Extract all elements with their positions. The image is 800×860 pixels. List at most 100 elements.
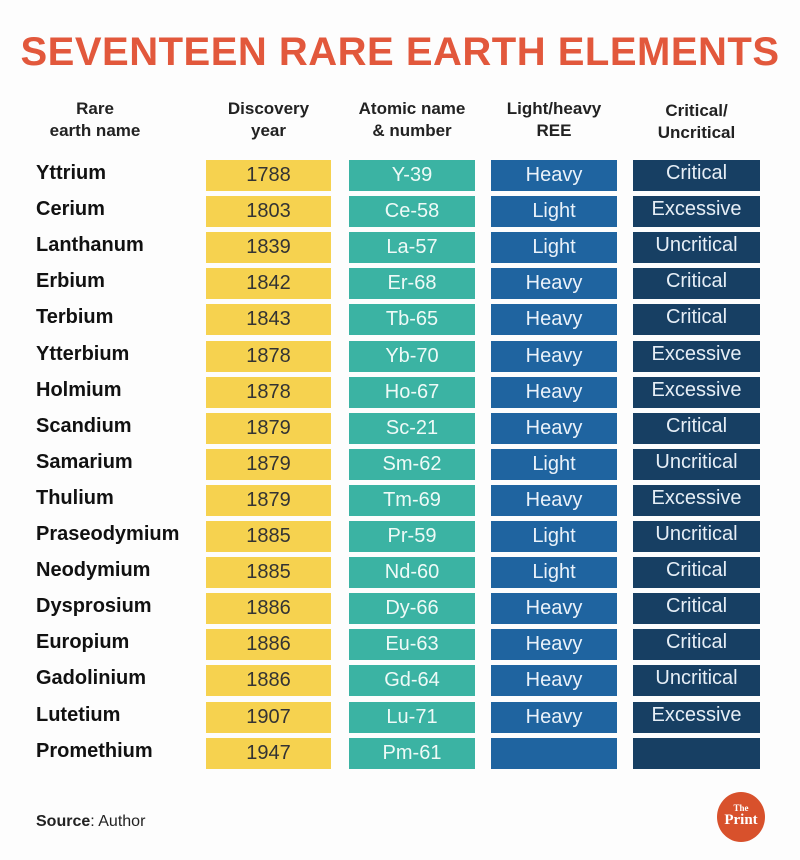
criticality-cell: Critical bbox=[633, 304, 760, 336]
table-row: Europium 1886 Eu-63 Heavy Critical bbox=[0, 629, 800, 661]
table-row: Terbium 1843 Tb-65 Heavy Critical bbox=[0, 304, 800, 336]
criticality-cell: Excessive bbox=[633, 484, 760, 516]
table-row: Holmium 1878 Ho-67 Heavy Excessive bbox=[0, 376, 800, 409]
atomic-cell: Sc-21 bbox=[349, 412, 475, 444]
atomic-cell: Er-68 bbox=[349, 268, 475, 300]
table-row: Lanthanum 1839 La-57 Light Uncritical bbox=[0, 232, 800, 264]
ree-type-cell: Light bbox=[491, 521, 617, 552]
table-row: Dysprosium 1886 Dy-66 Heavy Critical bbox=[0, 593, 800, 625]
criticality-cell: Critical bbox=[633, 412, 760, 444]
table-row: Thulium 1879 Tm-69 Heavy Excessive bbox=[0, 484, 800, 517]
discovery-year-cell: 1885 bbox=[206, 521, 331, 552]
page-title: SEVENTEEN RARE EARTH ELEMENTS bbox=[20, 30, 780, 74]
criticality-cell: Critical bbox=[633, 557, 760, 589]
discovery-year-cell: 1788 bbox=[206, 160, 331, 191]
element-name: Holmium bbox=[36, 378, 122, 401]
discovery-year-cell: 1803 bbox=[206, 196, 331, 228]
discovery-year-cell: 1878 bbox=[206, 376, 331, 408]
atomic-cell: La-57 bbox=[349, 232, 475, 264]
atomic-cell: Pr-59 bbox=[349, 521, 475, 552]
atomic-cell: Tm-69 bbox=[349, 484, 475, 516]
table-row: Yttrium 1788 Y-39 Heavy Critical bbox=[0, 160, 800, 192]
ree-type-cell: Heavy bbox=[491, 376, 617, 408]
atomic-cell: Eu-63 bbox=[349, 629, 475, 661]
criticality-cell: Critical bbox=[633, 629, 760, 661]
element-name: Yttrium bbox=[36, 162, 106, 184]
header-ree: Light/heavy REE bbox=[506, 99, 602, 140]
element-name: Samarium bbox=[36, 450, 133, 473]
ree-type-cell bbox=[491, 737, 617, 769]
table-row: Scandium 1879 Sc-21 Heavy Critical bbox=[0, 412, 800, 445]
atomic-cell: Dy-66 bbox=[349, 593, 475, 625]
discovery-year-cell: 1879 bbox=[206, 412, 331, 444]
element-name: Lanthanum bbox=[36, 234, 144, 257]
atomic-cell: Ce-58 bbox=[349, 196, 475, 228]
ree-type-cell: Heavy bbox=[491, 304, 617, 336]
ree-type-cell: Heavy bbox=[491, 268, 617, 300]
ree-type-cell: Heavy bbox=[491, 412, 617, 444]
discovery-year-cell: 1885 bbox=[206, 557, 331, 589]
source-label: Source bbox=[36, 813, 91, 830]
discovery-year-cell: 1886 bbox=[206, 593, 331, 625]
criticality-cell: Critical bbox=[633, 593, 760, 625]
criticality-cell bbox=[633, 737, 760, 769]
criticality-cell: Excessive bbox=[633, 196, 760, 228]
element-name: Scandium bbox=[36, 414, 132, 437]
discovery-year-cell: 1842 bbox=[206, 268, 331, 300]
table-row: Praseodymium 1885 Pr-59 Light Uncritical bbox=[0, 521, 800, 553]
table-row: Ytterbium 1878 Yb-70 Heavy Excessive bbox=[0, 340, 800, 373]
table-row: Samarium 1879 Sm-62 Light Uncritical bbox=[0, 448, 800, 481]
criticality-cell: Uncritical bbox=[633, 521, 760, 552]
ree-type-cell: Heavy bbox=[491, 340, 617, 372]
criticality-cell: Critical bbox=[633, 160, 760, 191]
logo-line1: The bbox=[733, 803, 749, 813]
source-text: : Author bbox=[90, 813, 146, 830]
table-row: Gadolinium 1886 Gd-64 Heavy Uncritical bbox=[0, 665, 800, 697]
atomic-cell: Yb-70 bbox=[349, 340, 475, 372]
ree-type-cell: Heavy bbox=[491, 665, 617, 697]
element-name: Thulium bbox=[36, 486, 114, 509]
ree-type-cell: Heavy bbox=[491, 160, 617, 191]
atomic-cell: Y-39 bbox=[349, 160, 475, 191]
element-name: Terbium bbox=[36, 306, 114, 329]
element-name: Lutetium bbox=[36, 703, 121, 726]
ree-type-cell: Light bbox=[491, 232, 617, 264]
ree-type-cell: Light bbox=[491, 557, 617, 589]
ree-type-cell: Light bbox=[491, 196, 617, 228]
discovery-year-cell: 1839 bbox=[206, 232, 331, 264]
discovery-year-cell: 1843 bbox=[206, 304, 331, 336]
atomic-cell: Ho-67 bbox=[349, 376, 475, 408]
table-row: Lutetium 1907 Lu-71 Heavy Excessive bbox=[0, 701, 800, 734]
table-row: Erbium 1842 Er-68 Heavy Critical bbox=[0, 268, 800, 300]
header-critical: Critical/ Uncritical bbox=[657, 101, 736, 142]
element-name: Neodymium bbox=[36, 559, 151, 582]
criticality-cell: Excessive bbox=[633, 340, 760, 372]
criticality-cell: Uncritical bbox=[633, 448, 760, 480]
atomic-cell: Pm-61 bbox=[349, 737, 475, 769]
element-name: Europium bbox=[36, 631, 130, 654]
criticality-cell: Excessive bbox=[633, 701, 760, 733]
ree-type-cell: Heavy bbox=[491, 484, 617, 516]
ree-type-cell: Heavy bbox=[491, 629, 617, 661]
element-name: Promethium bbox=[36, 739, 153, 762]
element-name: Dysprosium bbox=[36, 595, 152, 618]
criticality-cell: Uncritical bbox=[633, 232, 760, 264]
header-atomic: Atomic name & number bbox=[358, 99, 466, 140]
element-name: Cerium bbox=[36, 198, 105, 221]
table-row: Promethium 1947 Pm-61 bbox=[0, 737, 800, 770]
discovery-year-cell: 1947 bbox=[206, 737, 331, 769]
discovery-year-cell: 1907 bbox=[206, 701, 331, 733]
table-row: Cerium 1803 Ce-58 Light Excessive bbox=[0, 196, 800, 228]
element-name: Gadolinium bbox=[36, 667, 146, 690]
table-row: Neodymium 1885 Nd-60 Light Critical bbox=[0, 557, 800, 589]
atomic-cell: Nd-60 bbox=[349, 557, 475, 589]
theprint-logo: The Print bbox=[717, 792, 765, 842]
header-name: Rare earth name bbox=[49, 99, 141, 140]
header-year: Discovery year bbox=[227, 99, 310, 140]
ree-type-cell: Heavy bbox=[491, 593, 617, 625]
atomic-cell: Tb-65 bbox=[349, 304, 475, 336]
criticality-cell: Critical bbox=[633, 268, 760, 300]
discovery-year-cell: 1879 bbox=[206, 448, 331, 480]
element-name: Ytterbium bbox=[36, 342, 130, 365]
